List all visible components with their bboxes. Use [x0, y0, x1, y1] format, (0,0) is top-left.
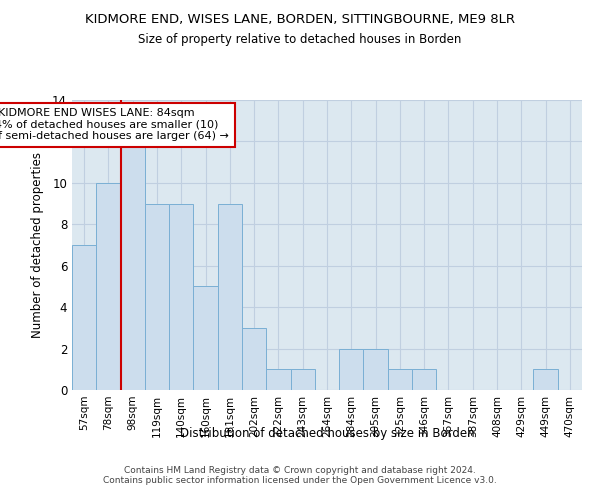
Bar	[169, 204, 193, 390]
Bar	[412, 370, 436, 390]
Y-axis label: Number of detached properties: Number of detached properties	[31, 152, 44, 338]
Text: KIDMORE END WISES LANE: 84sqm
← 14% of detached houses are smaller (10)
86% of s: KIDMORE END WISES LANE: 84sqm ← 14% of d…	[0, 108, 229, 142]
Text: Contains HM Land Registry data © Crown copyright and database right 2024.
Contai: Contains HM Land Registry data © Crown c…	[103, 466, 497, 485]
Bar	[290, 370, 315, 390]
Bar	[145, 204, 169, 390]
Bar	[193, 286, 218, 390]
Bar	[242, 328, 266, 390]
Bar	[388, 370, 412, 390]
Bar	[72, 245, 96, 390]
Bar	[218, 204, 242, 390]
Bar	[96, 183, 121, 390]
Text: Size of property relative to detached houses in Borden: Size of property relative to detached ho…	[139, 32, 461, 46]
Bar	[364, 348, 388, 390]
Bar	[266, 370, 290, 390]
Bar	[121, 142, 145, 390]
Bar	[339, 348, 364, 390]
Bar	[533, 370, 558, 390]
Text: KIDMORE END, WISES LANE, BORDEN, SITTINGBOURNE, ME9 8LR: KIDMORE END, WISES LANE, BORDEN, SITTING…	[85, 12, 515, 26]
Text: Distribution of detached houses by size in Borden: Distribution of detached houses by size …	[179, 428, 475, 440]
